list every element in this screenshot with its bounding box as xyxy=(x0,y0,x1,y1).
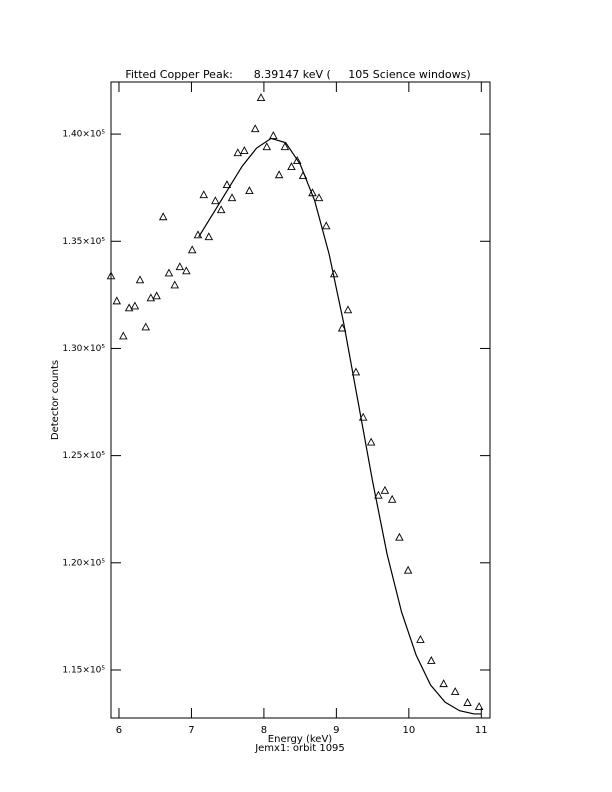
data-point xyxy=(152,291,161,300)
data-point xyxy=(351,367,361,376)
x-tick-label: 8 xyxy=(261,725,267,736)
data-point xyxy=(124,303,134,312)
data-point xyxy=(164,268,174,277)
data-point xyxy=(337,323,347,332)
data-point xyxy=(199,190,209,199)
data-point xyxy=(439,679,448,688)
y-tick-label: 1.40×10⁵ xyxy=(62,130,105,140)
chart-title: Fitted Copper Peak: 8.39147 keV ( 105 Sc… xyxy=(125,68,470,81)
data-point xyxy=(158,212,168,221)
fit-line xyxy=(198,137,482,715)
data-point xyxy=(245,186,254,195)
data-point xyxy=(211,196,220,205)
data-point xyxy=(269,131,278,139)
data-point xyxy=(321,221,331,230)
data-point xyxy=(222,180,232,189)
data-point xyxy=(374,490,383,499)
y-tick-label: 1.25×10⁵ xyxy=(62,451,105,461)
data-point xyxy=(403,565,413,574)
data-point xyxy=(287,162,296,171)
data-point xyxy=(416,635,425,643)
data-point xyxy=(240,146,249,154)
data-point xyxy=(292,156,302,165)
data-point xyxy=(427,656,436,664)
data-point xyxy=(474,702,484,711)
data-point xyxy=(141,322,151,331)
y-tick-label: 1.35×10⁵ xyxy=(62,237,105,247)
data-point xyxy=(250,124,260,133)
data-point xyxy=(280,142,290,151)
data-point xyxy=(233,148,243,157)
data-point xyxy=(274,170,284,179)
data-point xyxy=(175,262,185,271)
data-point xyxy=(187,245,197,254)
data-point xyxy=(227,193,237,202)
data-point xyxy=(343,305,353,314)
data-point xyxy=(170,280,180,289)
data-point xyxy=(112,296,122,305)
subtitle: Jemx1: orbit 1095 xyxy=(254,743,345,754)
data-point xyxy=(387,494,397,503)
data-point xyxy=(380,485,390,494)
data-point xyxy=(216,205,226,214)
data-point xyxy=(450,687,460,696)
x-tick-label: 11 xyxy=(475,725,488,736)
data-point xyxy=(182,266,191,275)
y-tick-label: 1.15×10⁵ xyxy=(62,665,105,675)
data-point xyxy=(314,193,324,202)
data-point xyxy=(146,293,156,302)
data-point xyxy=(256,93,266,102)
data-point xyxy=(106,271,116,280)
y-tick-label: 1.30×10⁵ xyxy=(62,344,105,354)
data-point xyxy=(366,437,376,446)
x-tick-label: 7 xyxy=(188,725,194,736)
x-tick-label: 10 xyxy=(402,725,415,736)
plot-frame xyxy=(110,81,491,719)
data-point xyxy=(395,532,404,541)
y-axis-label: Detector counts xyxy=(50,360,61,440)
x-tick-label: 6 xyxy=(116,725,122,736)
data-point xyxy=(135,275,145,284)
x-axis-label: Energy (keV) xyxy=(268,734,333,745)
data-point xyxy=(130,301,140,310)
data-point xyxy=(119,331,128,340)
data-point xyxy=(204,232,214,241)
y-tick-label: 1.20×10⁵ xyxy=(62,558,105,568)
data-point xyxy=(262,142,272,151)
data-point xyxy=(463,698,472,706)
x-tick-label: 9 xyxy=(333,725,339,736)
